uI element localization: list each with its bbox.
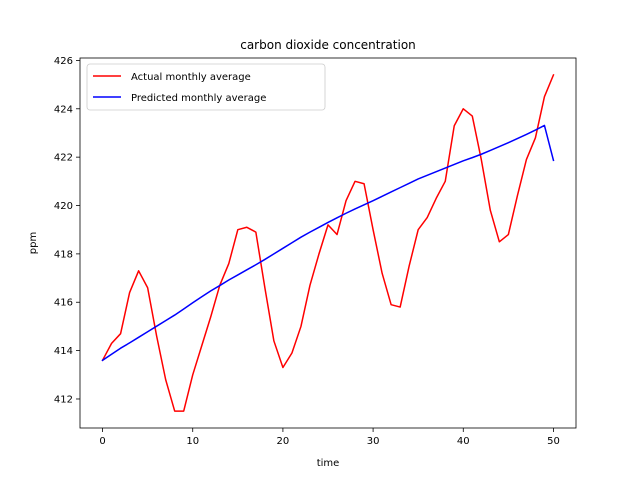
- x-axis: 0 10 20 30 40 50: [99, 428, 560, 447]
- y-tick-label: 418: [54, 249, 73, 260]
- x-tick-label: 30: [367, 436, 380, 447]
- legend-label: Predicted monthly average: [131, 93, 266, 104]
- plot-frame: [79, 57, 577, 429]
- x-tick-label: 50: [547, 436, 560, 447]
- legend-box: [86, 63, 326, 111]
- y-tick-label: 422: [54, 153, 73, 164]
- x-axis-label: time: [317, 458, 340, 469]
- x-tick-label: 20: [277, 436, 290, 447]
- x-tick-label: 0: [99, 436, 105, 447]
- y-tick-label: 416: [54, 298, 73, 309]
- x-tick-label: 40: [457, 436, 470, 447]
- chart-title: carbon dioxide concentration: [240, 38, 416, 52]
- legend: Actual monthly average Predicted monthly …: [86, 63, 326, 111]
- series-line-predicted: [101, 124, 555, 362]
- plot-area: [80, 58, 576, 428]
- y-tick-label: 414: [54, 346, 73, 357]
- series-layer: [101, 73, 555, 412]
- legend-label: Actual monthly average: [131, 72, 251, 83]
- y-tick-label: 424: [54, 104, 73, 115]
- y-tick-label: 412: [54, 394, 73, 405]
- y-axis: 412 414 416 418 420 422 424 426: [54, 56, 80, 405]
- series-line-actual: [101, 73, 555, 412]
- y-tick-label: 426: [54, 56, 73, 67]
- x-tick-label: 10: [186, 436, 199, 447]
- y-axis-label: ppm: [28, 232, 39, 254]
- y-tick-label: 420: [54, 201, 73, 212]
